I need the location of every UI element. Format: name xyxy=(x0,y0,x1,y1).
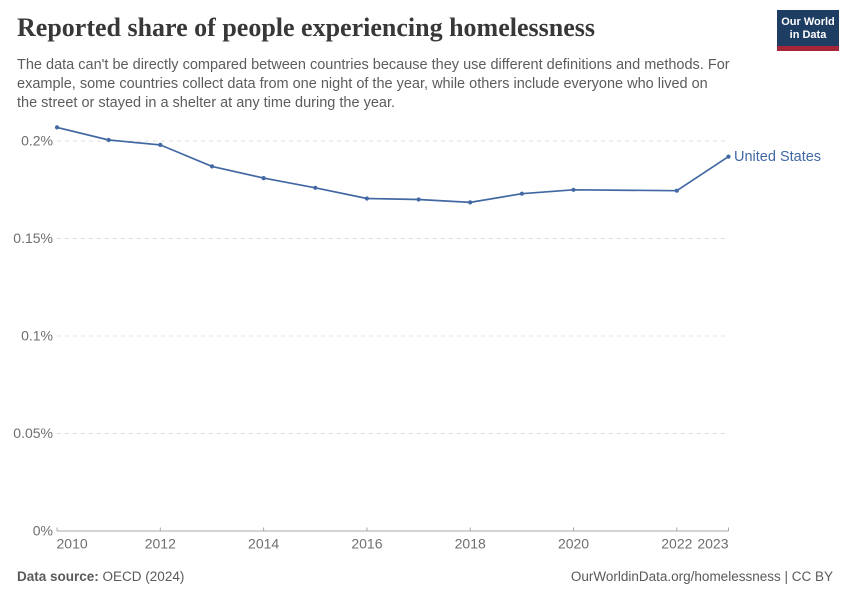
entity-label: United States xyxy=(734,149,821,165)
page-title: Reported share of people experiencing ho… xyxy=(17,13,595,42)
y-tick-label: 0.15% xyxy=(13,230,53,246)
data-source-label: Data source: xyxy=(17,569,99,584)
data-point-marker xyxy=(519,191,525,196)
data-source-value: OECD (2024) xyxy=(102,569,185,584)
data-point-marker xyxy=(571,187,576,192)
x-tick-label: 2018 xyxy=(455,536,486,552)
chart-subtitle: The data can't be directly compared betw… xyxy=(17,56,730,113)
x-tick-label: 2023 xyxy=(697,536,728,552)
data-point-marker xyxy=(468,200,473,205)
data-point-marker xyxy=(158,142,163,147)
data-point-marker xyxy=(261,176,266,181)
x-tick-label: 2012 xyxy=(145,536,176,552)
data-point-marker xyxy=(726,154,731,159)
y-tick-label: 0% xyxy=(33,523,53,539)
x-tick-label: 2010 xyxy=(57,536,88,552)
subtitle-line: the street or stayed in a shelter at any… xyxy=(17,95,396,111)
logo-line-2: in Data xyxy=(789,29,827,41)
data-point-marker xyxy=(674,188,679,193)
subtitle-line: The data can't be directly compared betw… xyxy=(17,57,730,73)
data-point-marker xyxy=(364,196,369,201)
data-source: Data source: OECD (2024) xyxy=(17,569,184,584)
logo-line-1: Our World xyxy=(781,16,835,28)
x-tick-label: 2020 xyxy=(558,536,589,552)
y-tick-label: 0.2% xyxy=(21,133,53,149)
data-point-marker xyxy=(416,197,421,202)
y-tick-label: 0.1% xyxy=(21,328,53,344)
data-point-marker xyxy=(106,137,111,143)
owid-logo: Our World in Data xyxy=(777,10,839,51)
subtitle-line: example, some countries collect data fro… xyxy=(17,76,708,92)
x-tick-label: 2014 xyxy=(248,536,279,552)
x-tick-label: 2022 xyxy=(661,536,692,552)
x-tick-label: 2016 xyxy=(351,536,382,552)
y-tick-label: 0.05% xyxy=(13,425,53,441)
data-point-marker xyxy=(313,185,318,190)
data-point-marker xyxy=(209,164,215,169)
attribution: OurWorldinData.org/homelessness | CC BY xyxy=(570,569,833,584)
data-line xyxy=(56,126,729,204)
data-point-marker xyxy=(54,125,60,130)
